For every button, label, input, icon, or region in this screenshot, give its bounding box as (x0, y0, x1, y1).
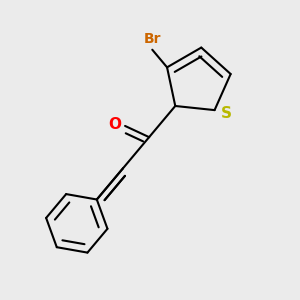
Text: O: O (108, 117, 121, 132)
Text: S: S (221, 106, 232, 121)
Text: Br: Br (143, 32, 161, 46)
